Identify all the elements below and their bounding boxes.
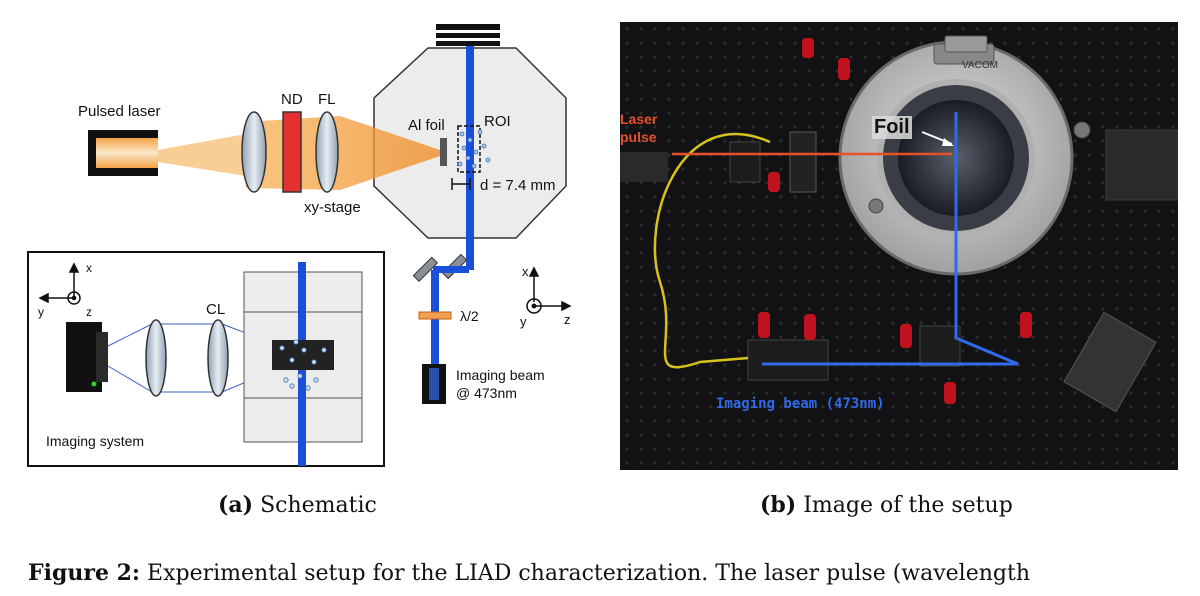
- imaging-lens-1: [145, 319, 167, 397]
- axes-left: [38, 262, 81, 305]
- axis-y-right: y: [520, 314, 527, 329]
- imaging-beam-label: Imaging beam: [456, 367, 545, 383]
- chamber-brand: VACOM: [962, 60, 998, 71]
- xy-stage-label: xy-stage: [304, 199, 361, 216]
- foil-inset: [272, 340, 334, 370]
- al-foil: [440, 138, 447, 166]
- half-wave-plate: [418, 311, 452, 320]
- imaging-system-label: Imaging system: [46, 433, 144, 449]
- lens-1: [241, 111, 267, 193]
- mirror-left: [412, 256, 439, 283]
- laser-pulse-label: Laser pulse: [620, 110, 657, 146]
- caption-b: (b) Image of the setup: [760, 492, 1013, 518]
- axis-z-left: z: [86, 305, 92, 319]
- imaging-beam-photo-label: Imaging beam (473nm): [716, 396, 885, 412]
- camera-icon: [66, 322, 108, 392]
- caption-a: (a) Schematic: [218, 492, 377, 518]
- nd-label: ND: [281, 91, 303, 108]
- distance-marker: [451, 178, 471, 190]
- laser-pulse-label-line1: Laser: [620, 111, 658, 127]
- cl-label: CL: [206, 301, 225, 318]
- figure-caption-text: Experimental setup for the LIAD characte…: [147, 561, 1030, 586]
- imaging-beam-horizontal: [433, 266, 469, 273]
- setup-photo: VACOM Laser: [620, 22, 1178, 470]
- axis-y-left: y: [38, 305, 44, 319]
- half-wave-label: λ/2: [460, 308, 479, 324]
- caption-a-text: Schematic: [260, 493, 377, 518]
- distance-label: d = 7.4 mm: [480, 177, 555, 194]
- atom-cloud-inset: [279, 339, 327, 391]
- roi-label: ROI: [484, 113, 511, 130]
- al-foil-label: Al foil: [408, 117, 445, 134]
- mounts: [620, 129, 1178, 413]
- roi-box: [457, 125, 481, 173]
- atom-cloud: [457, 129, 491, 169]
- cylindrical-lens: [207, 319, 229, 397]
- nd-filter: [282, 111, 302, 193]
- caption-a-label: (a): [218, 492, 254, 518]
- imaging-laser-source: [422, 364, 446, 404]
- axis-x-right: x: [522, 264, 529, 279]
- yellow-fiber: [653, 132, 771, 369]
- figure-caption-label: Figure 2:: [28, 560, 141, 586]
- imaging-beam-wavelength: @ 473nm: [456, 385, 517, 401]
- focusing-lens: [315, 111, 339, 193]
- red-clamps: [758, 38, 1032, 404]
- axes-right: [526, 266, 572, 314]
- beam-dump: [436, 24, 500, 46]
- figure-caption: Figure 2: Experimental setup for the LIA…: [28, 560, 1030, 586]
- axis-z-right: z: [564, 312, 571, 327]
- pulse-beam-diverging: [158, 134, 246, 176]
- axis-x-left: x: [86, 261, 92, 275]
- pulsed-laser: [88, 130, 158, 176]
- fl-label: FL: [318, 91, 336, 108]
- schematic-diagram: λ/2 Imaging beam @ 473nm Pulsed laser ND…: [27, 24, 572, 467]
- laser-pulse-label-line2: pulse: [620, 129, 657, 145]
- caption-b-label: (b): [760, 492, 797, 518]
- pulsed-laser-label: Pulsed laser: [78, 103, 161, 120]
- foil-label: Foil: [872, 116, 912, 139]
- imaging-beam-path: [762, 112, 1019, 366]
- caption-b-text: Image of the setup: [803, 493, 1013, 518]
- imaging-beam-lower: [431, 270, 439, 380]
- foil-arrow-head: [942, 138, 954, 146]
